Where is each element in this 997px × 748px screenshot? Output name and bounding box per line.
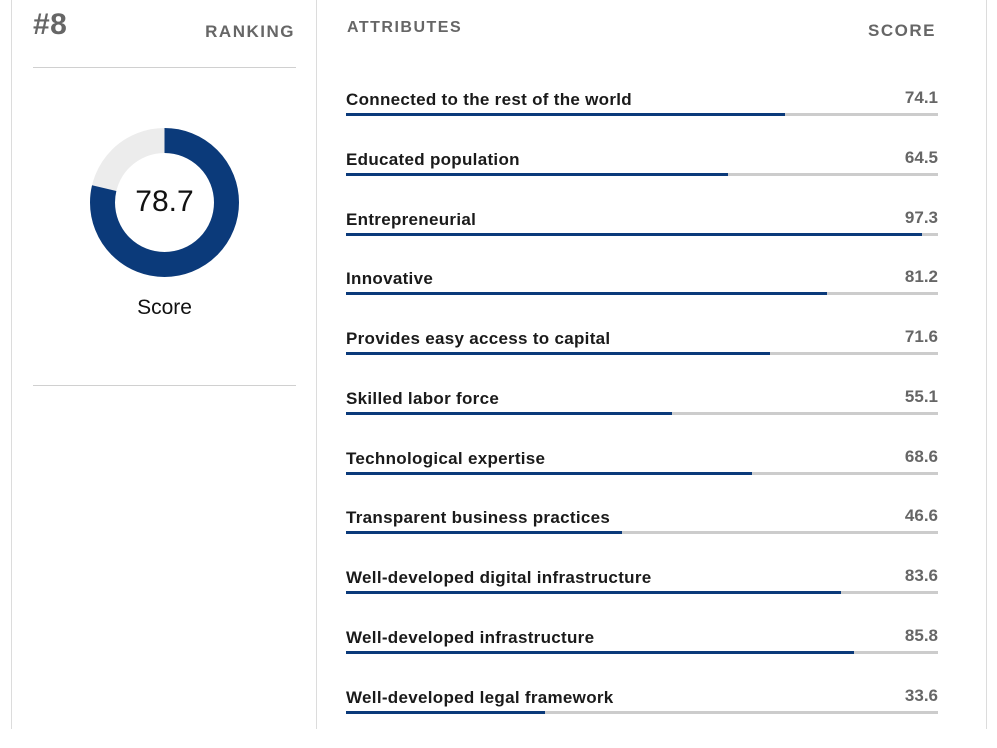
attribute-bar-fill <box>346 113 785 116</box>
attribute-bar-track <box>346 292 938 295</box>
attribute-bar-track <box>346 412 938 415</box>
attribute-row: Skilled labor force 55.1 <box>346 387 938 449</box>
attribute-row: Provides easy access to capital 71.6 <box>346 327 938 389</box>
attribute-bar-fill <box>346 412 673 415</box>
divider-top <box>33 67 296 68</box>
attribute-bar-track <box>346 173 938 176</box>
rank-number: #8 <box>33 8 68 41</box>
attribute-bar-track <box>346 591 938 594</box>
attribute-bar-fill <box>346 531 622 534</box>
attribute-score: 64.5 <box>904 148 938 167</box>
attribute-label: Educated population <box>346 150 520 169</box>
attribute-label: Provides easy access to capital <box>346 329 611 348</box>
attribute-bar-fill <box>346 233 923 236</box>
ranking-label: RANKING <box>205 22 295 41</box>
panel-border-left <box>11 0 12 729</box>
attribute-bar-track <box>346 113 938 116</box>
attribute-score: 81.2 <box>904 267 938 286</box>
overall-score-donut <box>89 127 240 278</box>
attribute-row: Technological expertise 68.6 <box>346 447 938 509</box>
panel-border-right <box>986 0 987 729</box>
attribute-row: Well-developed legal framework 33.6 <box>346 686 938 748</box>
divider-bottom <box>33 385 296 386</box>
attribute-label: Technological expertise <box>346 449 546 468</box>
attribute-row: Educated population 64.5 <box>346 148 938 210</box>
attribute-label: Entrepreneurial <box>346 210 477 229</box>
attribute-label: Skilled labor force <box>346 389 500 408</box>
attribute-bar-track <box>346 472 938 475</box>
panel-divider <box>316 0 317 729</box>
attribute-bar-fill <box>346 711 545 714</box>
score-header: SCORE <box>868 21 936 40</box>
attribute-label: Well-developed infrastructure <box>346 628 595 647</box>
attribute-bar-track <box>346 711 938 714</box>
attribute-label: Well-developed legal framework <box>346 688 614 707</box>
attribute-bar-track <box>346 233 938 236</box>
attribute-row: Transparent business practices 46.6 <box>346 506 938 568</box>
attribute-label: Well-developed digital infrastructure <box>346 568 652 587</box>
attribute-row: Well-developed infrastructure 85.8 <box>346 626 938 688</box>
attribute-score: 85.8 <box>904 626 938 645</box>
overall-score-value: 78.7 <box>135 185 194 218</box>
attribute-bar-fill <box>346 472 753 475</box>
attribute-row: Innovative 81.2 <box>346 267 938 329</box>
attribute-bar-track <box>346 651 938 654</box>
donut-fill <box>90 128 239 277</box>
attribute-bar-fill <box>346 651 854 654</box>
attribute-label: Transparent business practices <box>346 508 611 527</box>
attribute-score: 46.6 <box>904 506 938 525</box>
attribute-bar-track <box>346 352 938 355</box>
attribute-score: 74.1 <box>904 88 938 107</box>
attribute-score: 33.6 <box>904 686 938 705</box>
attribute-bar-fill <box>346 352 770 355</box>
attribute-label: Connected to the rest of the world <box>346 90 632 109</box>
attribute-row: Entrepreneurial 97.3 <box>346 208 938 270</box>
attribute-row: Connected to the rest of the world 74.1 <box>346 88 938 150</box>
attribute-score: 83.6 <box>904 566 938 585</box>
attribute-row: Well-developed digital infrastructure 83… <box>346 566 938 628</box>
attribute-bar-track <box>346 531 938 534</box>
overall-score-caption: Score <box>137 296 192 319</box>
attributes-header: ATTRIBUTES <box>347 19 463 36</box>
attribute-score: 97.3 <box>904 208 938 227</box>
attribute-score: 55.1 <box>904 387 938 406</box>
attribute-bar-fill <box>346 292 827 295</box>
attribute-score: 71.6 <box>904 327 938 346</box>
attribute-score: 68.6 <box>904 447 938 466</box>
attribute-label: Innovative <box>346 269 434 288</box>
attribute-bar-fill <box>346 591 841 594</box>
attribute-bar-fill <box>346 173 728 176</box>
